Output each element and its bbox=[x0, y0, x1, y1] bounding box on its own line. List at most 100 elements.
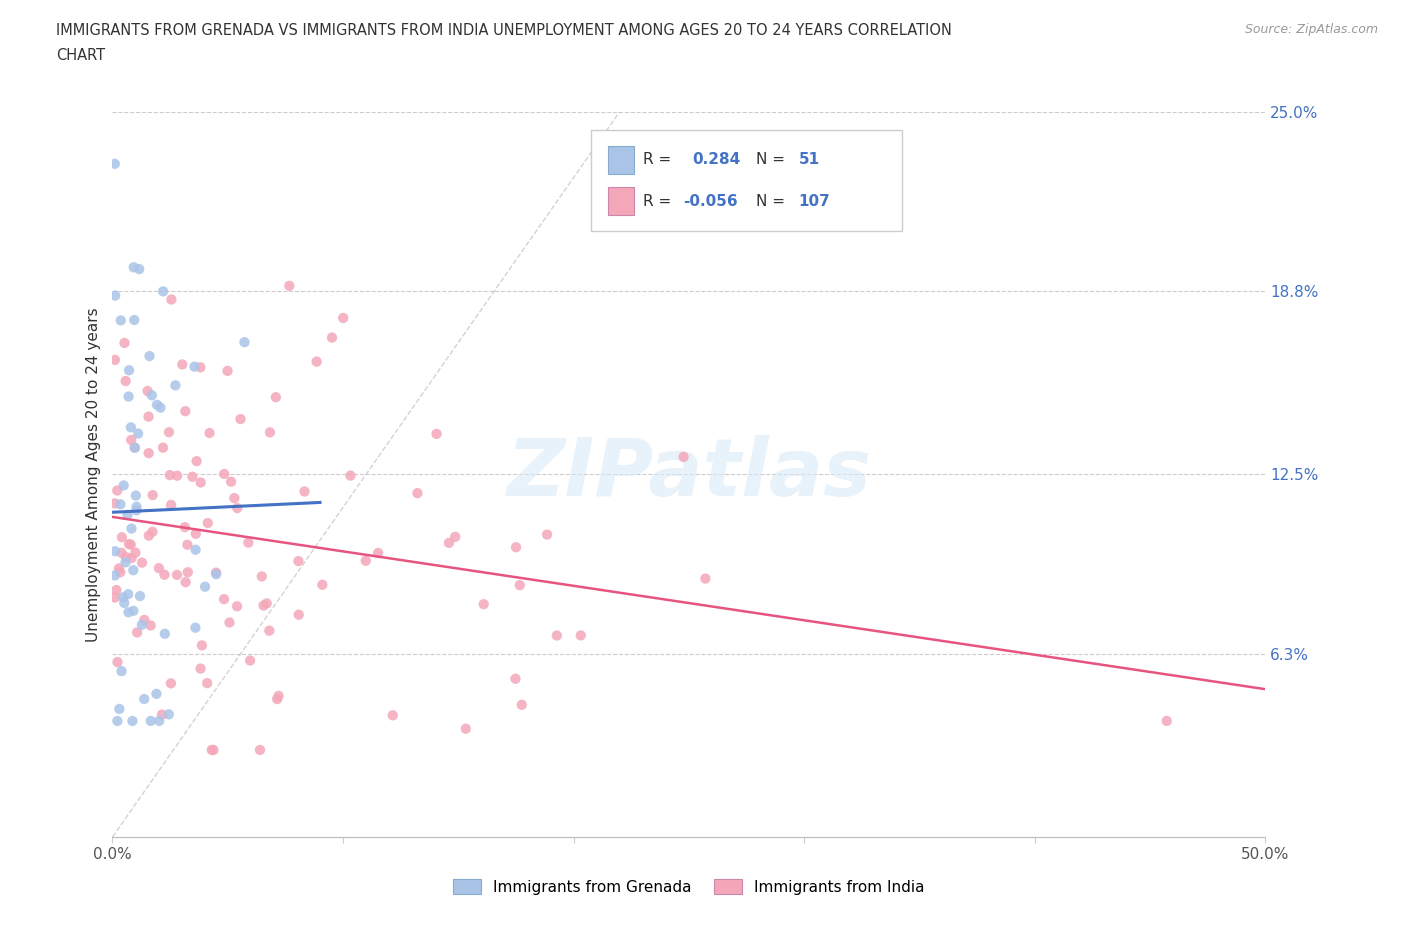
Point bbox=[354, 553, 377, 568]
Point bbox=[108, 701, 131, 716]
Point bbox=[406, 485, 429, 500]
Point bbox=[150, 707, 173, 722]
Point bbox=[152, 284, 174, 299]
Point bbox=[166, 469, 188, 484]
Point bbox=[120, 432, 142, 447]
Point bbox=[145, 686, 167, 701]
Point bbox=[224, 491, 246, 506]
Point bbox=[117, 604, 139, 619]
Text: -0.056: -0.056 bbox=[683, 193, 738, 208]
Point bbox=[311, 578, 333, 592]
Point bbox=[115, 550, 138, 565]
Point bbox=[190, 661, 212, 676]
Point bbox=[305, 354, 328, 369]
Point bbox=[321, 330, 343, 345]
Point bbox=[294, 484, 316, 498]
Point bbox=[510, 698, 533, 712]
Point bbox=[138, 409, 160, 424]
Point bbox=[233, 335, 256, 350]
Point bbox=[195, 676, 218, 691]
Point bbox=[112, 478, 135, 493]
Point bbox=[142, 487, 165, 502]
Point bbox=[108, 561, 131, 576]
Point bbox=[124, 545, 146, 560]
Point bbox=[219, 474, 242, 489]
Point bbox=[287, 607, 309, 622]
Point bbox=[146, 397, 169, 412]
Point bbox=[124, 312, 146, 327]
Point bbox=[117, 587, 139, 602]
Point bbox=[131, 555, 153, 570]
Point bbox=[157, 707, 180, 722]
Point bbox=[141, 525, 163, 539]
Point bbox=[117, 389, 139, 404]
Point bbox=[509, 578, 531, 592]
Point bbox=[160, 498, 183, 512]
Point bbox=[267, 688, 290, 703]
Point bbox=[112, 590, 135, 604]
Point bbox=[444, 529, 467, 544]
Point bbox=[139, 618, 162, 633]
Point bbox=[695, 571, 717, 586]
Point bbox=[121, 551, 143, 565]
Point bbox=[569, 628, 592, 643]
Point bbox=[120, 538, 142, 552]
Text: Source: ZipAtlas.com: Source: ZipAtlas.com bbox=[1244, 23, 1378, 36]
Point bbox=[425, 427, 447, 442]
Point bbox=[148, 713, 170, 728]
Point bbox=[266, 692, 288, 707]
Point bbox=[110, 312, 132, 327]
Point bbox=[139, 713, 162, 728]
Point bbox=[472, 597, 495, 612]
Point bbox=[184, 542, 207, 557]
FancyBboxPatch shape bbox=[591, 130, 903, 232]
Text: R =: R = bbox=[643, 193, 671, 208]
Point bbox=[191, 638, 214, 653]
Point bbox=[114, 336, 136, 351]
Point bbox=[125, 488, 148, 503]
Point bbox=[141, 388, 163, 403]
Point bbox=[104, 544, 127, 559]
Point bbox=[190, 475, 212, 490]
Point bbox=[112, 595, 135, 610]
Point bbox=[122, 259, 145, 274]
Text: 51: 51 bbox=[799, 153, 820, 167]
Point bbox=[134, 692, 156, 707]
Point bbox=[105, 582, 128, 597]
Point bbox=[136, 383, 159, 398]
Point bbox=[127, 625, 149, 640]
Point bbox=[125, 499, 148, 514]
Point bbox=[104, 568, 127, 583]
Point bbox=[129, 589, 152, 604]
Point bbox=[205, 566, 228, 581]
Point bbox=[104, 496, 127, 511]
Point bbox=[127, 426, 149, 441]
Point bbox=[332, 311, 354, 325]
Point bbox=[287, 553, 309, 568]
Point bbox=[259, 425, 281, 440]
Point bbox=[239, 653, 262, 668]
Point bbox=[159, 468, 181, 483]
Point bbox=[165, 378, 187, 392]
Point bbox=[166, 567, 188, 582]
Point bbox=[190, 360, 212, 375]
Point bbox=[124, 441, 146, 456]
Point bbox=[153, 567, 176, 582]
Point bbox=[105, 483, 128, 498]
Point bbox=[124, 440, 146, 455]
Point bbox=[264, 390, 287, 405]
Point bbox=[184, 620, 207, 635]
Point bbox=[546, 628, 568, 643]
Legend: Immigrants from Grenada, Immigrants from India: Immigrants from Grenada, Immigrants from… bbox=[453, 879, 925, 895]
Text: IMMIGRANTS FROM GRENADA VS IMMIGRANTS FROM INDIA UNEMPLOYMENT AMONG AGES 20 TO 2: IMMIGRANTS FROM GRENADA VS IMMIGRANTS FR… bbox=[56, 23, 952, 38]
Point bbox=[197, 515, 219, 530]
Point bbox=[174, 575, 197, 590]
Point bbox=[104, 156, 127, 171]
Point bbox=[121, 713, 143, 728]
Point bbox=[184, 526, 207, 541]
Point bbox=[249, 742, 271, 757]
Point bbox=[672, 449, 695, 464]
Point bbox=[111, 530, 134, 545]
Point bbox=[138, 349, 160, 364]
Point bbox=[259, 623, 281, 638]
